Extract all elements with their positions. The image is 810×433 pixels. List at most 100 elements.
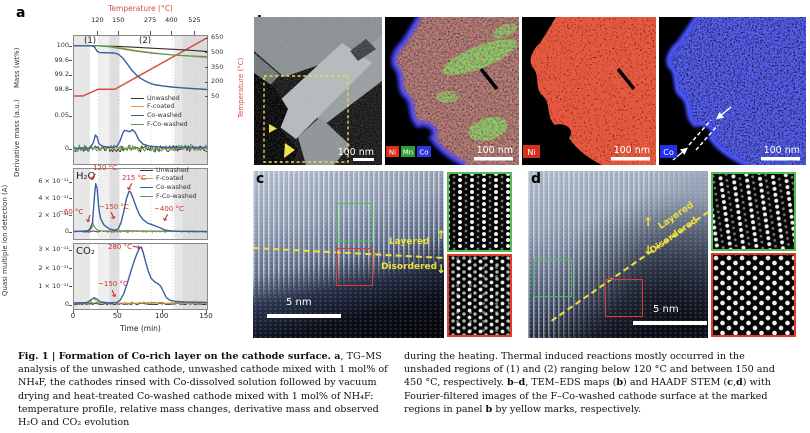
shaded-band <box>98 100 110 164</box>
axis-tick <box>205 82 208 83</box>
caption-segment: ) with Fourier-filtered images of the F–… <box>404 377 771 415</box>
y-tick-label: 0.05 <box>54 111 69 120</box>
series-co-washed <box>74 182 207 233</box>
element-chips: Ni Mn Co <box>386 146 431 157</box>
axis-tick <box>69 89 72 90</box>
green-roi-box <box>336 203 373 242</box>
axis-tick <box>69 286 72 287</box>
y-tick-label: 99.2 <box>54 70 69 79</box>
co-chip-label: Co <box>663 148 674 157</box>
legend-label: F-coated <box>156 175 184 183</box>
caption-segment: during the heating. Thermal induced reac… <box>404 351 775 389</box>
legend-swatch <box>131 97 144 99</box>
down-arrow-icon: ↓ <box>643 243 654 257</box>
fourier-inset-c-disordered <box>447 254 512 337</box>
y-tick-label: 3 × 10⁻¹¹ <box>38 245 69 254</box>
up-arrow-icon: ↑ <box>643 215 654 229</box>
eds-ni-map: Ni 100 nm <box>522 17 656 165</box>
caption-segment: – <box>513 377 519 389</box>
tem-haadf-image: 100 nm <box>254 17 382 165</box>
axis-tick <box>118 31 119 35</box>
shaded-band <box>182 169 207 239</box>
shaded-band <box>109 36 120 100</box>
right-tick-label: 50 <box>211 91 220 100</box>
caption-right-column: during the heating. Thermal induced reac… <box>404 350 792 416</box>
axis-tick <box>69 149 72 150</box>
legend-label: Co-washed <box>147 111 182 119</box>
caption-bold-segment: a <box>334 351 341 362</box>
axis-tick <box>69 116 72 117</box>
axis-tick <box>69 46 72 47</box>
region-1-label: (1) <box>84 36 97 46</box>
right-tick-label: 650 <box>211 33 224 42</box>
x-axis-title: Time (min) <box>120 324 161 333</box>
layer-thickness-marks <box>672 106 732 161</box>
axis-tick <box>194 31 195 35</box>
x-tick-label: 100 <box>155 312 169 320</box>
fourier-inset-d-layered <box>711 172 796 251</box>
y-tick-label: 0 <box>64 144 69 153</box>
co-rich-edge <box>667 17 748 165</box>
axis-tick <box>69 232 72 233</box>
axis-tick <box>171 31 172 35</box>
eds-co-map: Co 100 nm <box>659 17 806 165</box>
legend-item: F-coated <box>140 175 212 184</box>
axis-tick <box>69 250 72 251</box>
x-tick-label: 150 <box>199 312 213 320</box>
axis-tick <box>117 310 118 313</box>
green-roi-box <box>533 259 572 297</box>
shaded-band <box>182 100 207 164</box>
haadf-stem-image-c: Layered ↑ Disordered ↓ 5 nm <box>253 171 444 338</box>
shaded-band <box>109 169 120 239</box>
caption-segment: ) and HAADF STEM ( <box>623 377 728 389</box>
axis-tick <box>69 60 72 61</box>
y-tick-label: 4 × 10⁻¹¹ <box>38 193 69 202</box>
shaded-band <box>98 169 110 239</box>
scale-bar-label: 5 nm <box>653 304 679 315</box>
atomic-dots-texture <box>528 171 708 338</box>
series-f-co-washed <box>74 45 207 58</box>
tilted-columns-texture <box>713 174 794 249</box>
derivative-axis-label: Derivative mass (a.u.) <box>13 99 21 177</box>
annotation-150c-h2o: ~150 °C <box>99 203 129 211</box>
eds-ni-graphic: Ni 100 nm <box>522 17 656 165</box>
scale-bar <box>353 158 374 161</box>
mass-derivative-plot <box>73 35 208 165</box>
co-rich-edge <box>391 17 466 165</box>
caption-segment: , TG–MS analysis of the unwashed cathode… <box>18 351 388 429</box>
scale-bar <box>474 157 513 161</box>
caption-segment: by yellow marks, respectively. <box>492 403 642 415</box>
legend-item: F-Co-washed <box>131 120 209 129</box>
scale-bar <box>633 321 707 325</box>
shaded-band <box>74 100 90 164</box>
shaded-band <box>109 100 120 164</box>
right-axis-title: Temperature (°C) <box>237 57 245 119</box>
axis-tick <box>205 38 208 39</box>
axis-tick <box>69 182 72 183</box>
y-tick-label: 2 × 10⁻¹¹ <box>38 263 69 272</box>
y-tick-label: 98.8 <box>54 84 69 93</box>
caption-bold-segment: b <box>485 403 493 415</box>
y-tick-label: 0 <box>64 227 69 236</box>
scale-bar <box>267 314 341 318</box>
ni-chip-label: Ni <box>389 149 396 157</box>
legend-label: Unwashed <box>156 166 189 174</box>
marked-region-box <box>263 75 349 163</box>
legend-item: Co-washed <box>131 111 209 120</box>
caption-bold-segment: c <box>727 377 733 389</box>
y-tick-label: 1 × 10⁻¹¹ <box>38 282 69 290</box>
red-roi-box <box>605 279 643 317</box>
caption-bold-segment: b <box>506 377 514 389</box>
atomic-dots-texture <box>253 171 444 338</box>
series-co-washed <box>74 45 207 91</box>
co-chip-label: Co <box>419 149 428 157</box>
caption-bold-segment: d <box>518 377 526 389</box>
legend-item: F-Co-washed <box>140 192 212 201</box>
fourier-inset-c-layered <box>447 172 512 252</box>
top-tick-label: 150 <box>111 16 125 24</box>
tem-haadf-graphic: 100 nm <box>254 17 382 165</box>
y-tick-label: 100 <box>56 41 69 50</box>
axis-tick <box>69 75 72 76</box>
legend-swatch <box>140 169 153 171</box>
